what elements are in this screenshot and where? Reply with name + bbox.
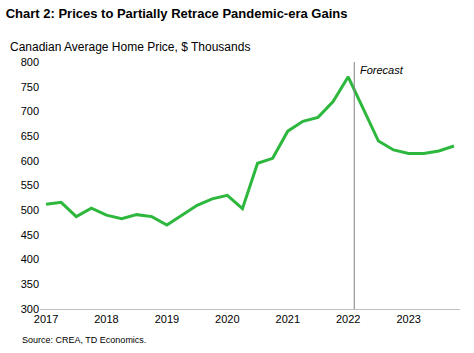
svg-text:700: 700 [21,105,39,117]
svg-text:2023: 2023 [396,313,420,325]
svg-text:Source: CREA, TD Economics.: Source: CREA, TD Economics. [22,335,146,345]
svg-text:2019: 2019 [155,313,179,325]
svg-text:600: 600 [21,155,39,167]
svg-text:450: 450 [21,229,39,241]
svg-text:Canadian Average Home Price, $: Canadian Average Home Price, $ Thousands [10,40,250,54]
svg-text:Chart 2: Prices to Partially R: Chart 2: Prices to Partially Retrace Pan… [6,6,348,21]
svg-text:500: 500 [21,204,39,216]
svg-text:750: 750 [21,81,39,93]
svg-text:2020: 2020 [215,313,239,325]
svg-text:Forecast: Forecast [360,64,404,76]
svg-text:2017: 2017 [34,313,58,325]
svg-text:400: 400 [21,253,39,265]
svg-text:550: 550 [21,179,39,191]
svg-text:2018: 2018 [94,313,118,325]
svg-text:350: 350 [21,278,39,290]
svg-text:300: 300 [21,303,39,315]
svg-text:650: 650 [21,130,39,142]
svg-text:800: 800 [21,56,39,68]
svg-text:2021: 2021 [276,313,300,325]
svg-text:2022: 2022 [336,313,360,325]
